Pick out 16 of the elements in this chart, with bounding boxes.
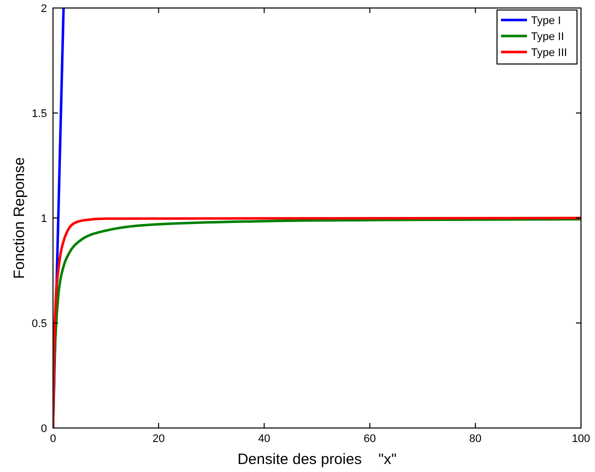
legend-label: Type III xyxy=(531,47,568,59)
y-tick-label: 1.5 xyxy=(32,108,47,120)
x-tick-label: 80 xyxy=(469,433,482,445)
x-axis-title: Densite des proies "x" xyxy=(237,451,397,468)
y-tick-label: 2 xyxy=(40,3,47,15)
x-tick-label: 40 xyxy=(258,433,270,445)
y-tick-label: 1 xyxy=(40,213,47,225)
y-axis-title: Fonction Reponse xyxy=(11,157,28,279)
y-tick-label: 0 xyxy=(40,423,47,435)
legend-label: Type II xyxy=(531,31,564,43)
y-tick-label: 0.5 xyxy=(32,318,47,330)
x-tick-label: 100 xyxy=(572,433,590,445)
legend-label: Type I xyxy=(531,15,561,27)
x-tick-label: 0 xyxy=(50,433,56,445)
x-tick-label: 60 xyxy=(364,433,376,445)
x-tick-label: 20 xyxy=(152,433,165,445)
